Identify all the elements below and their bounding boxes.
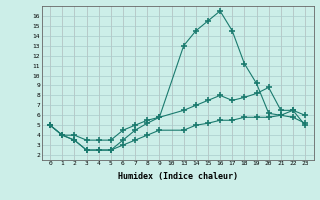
X-axis label: Humidex (Indice chaleur): Humidex (Indice chaleur)	[118, 172, 237, 181]
